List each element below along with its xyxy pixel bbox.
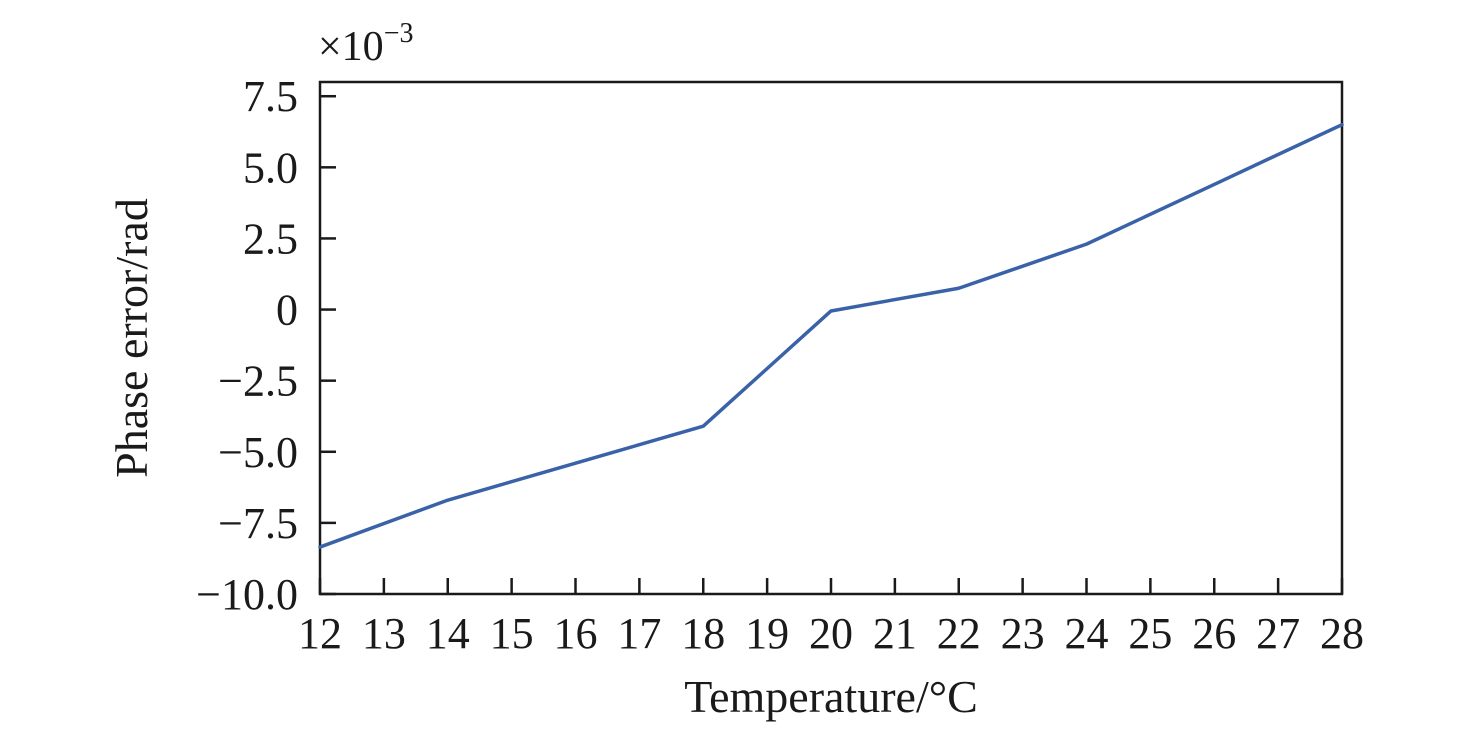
y-tick-label: −2.5 <box>218 357 298 406</box>
x-tick-label: 25 <box>1128 609 1172 658</box>
x-tick-label: 27 <box>1256 609 1300 658</box>
x-axis-ticks: 12 13 14 15 16 17 18 19 20 21 22 23 24 25 26 27 28 <box>298 578 1364 658</box>
x-tick-label: 14 <box>426 609 470 658</box>
y-tick-label: 5.0 <box>243 143 298 192</box>
y-axis-multiplier-exponent: −3 <box>384 18 414 49</box>
x-axis-label: Temperature/°C <box>684 671 978 722</box>
y-axis-multiplier: ×10−3 <box>318 18 413 70</box>
y-axis-ticks: 7.5 5.0 2.5 0 −2.5 −5.0 −7.5 −10.0 <box>196 72 336 619</box>
x-tick-label: 17 <box>617 609 661 658</box>
x-tick-label: 26 <box>1192 609 1236 658</box>
plot-area-frame <box>318 80 1344 596</box>
x-tick-label: 21 <box>873 609 917 658</box>
x-tick-label: 22 <box>937 609 981 658</box>
series-layer <box>318 122 1344 549</box>
y-tick-label: −7.5 <box>218 499 298 548</box>
y-tick-label: 2.5 <box>243 214 298 263</box>
x-tick-label: 16 <box>554 609 598 658</box>
x-tick-label: 12 <box>298 609 342 658</box>
x-tick-label: 23 <box>1001 609 1045 658</box>
series-line <box>318 122 1344 549</box>
x-tick-label: 19 <box>745 609 789 658</box>
y-tick-label: −5.0 <box>218 428 298 477</box>
y-tick-label: −10.0 <box>196 570 298 619</box>
x-tick-label: 15 <box>490 609 534 658</box>
x-tick-label: 28 <box>1320 609 1364 658</box>
y-axis-multiplier-base: ×10 <box>318 24 384 70</box>
x-tick-label: 20 <box>809 609 853 658</box>
y-axis-label: Phase error/rad <box>106 198 157 478</box>
x-tick-label: 13 <box>362 609 406 658</box>
x-tick-label: 24 <box>1065 609 1109 658</box>
y-tick-label: 0 <box>276 286 298 335</box>
y-tick-label: 7.5 <box>243 72 298 121</box>
x-tick-label: 18 <box>681 609 725 658</box>
